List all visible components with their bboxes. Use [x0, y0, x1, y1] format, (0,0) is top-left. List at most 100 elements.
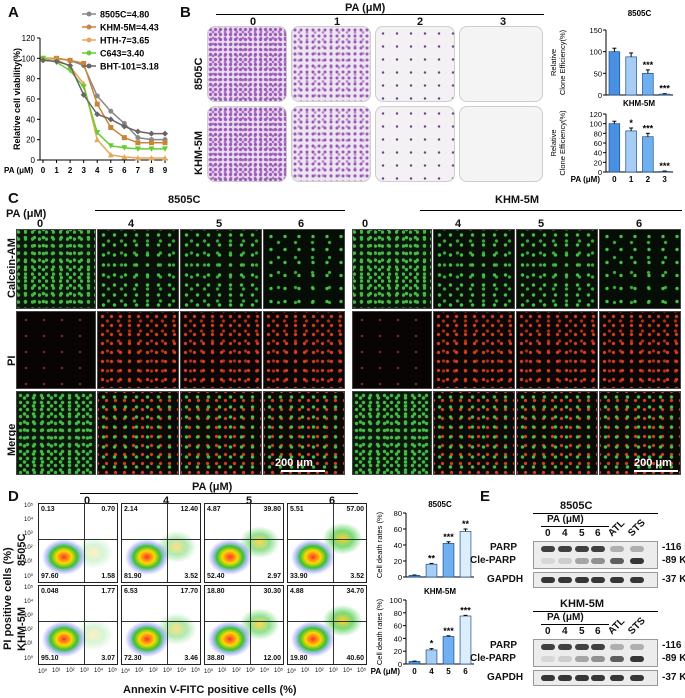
flow-x-tick: 10² — [232, 668, 241, 674]
wb-protein-label: PARP — [490, 640, 518, 651]
wb-band — [630, 644, 644, 650]
quadrant-value: 19.80 — [290, 655, 308, 662]
flow-plot: 4.87 39.80 52.40 2.97 — [204, 503, 284, 583]
flow-x-tick: 10⁵ — [274, 668, 284, 674]
x-tick-label: 2 — [646, 175, 651, 184]
clone-dose-0: 0 — [250, 16, 257, 28]
y-tick-label: 0 — [398, 660, 402, 669]
flow-plot: 0.13 0.70 97.60 1.58 — [38, 503, 118, 583]
clone-row-label-8505c: 8505C — [193, 57, 205, 90]
x-tick-label: 0 — [612, 175, 617, 184]
flow-plot: 6.53 17.70 72.30 3.46 — [121, 585, 201, 665]
y-tick-label: 40 — [394, 541, 402, 550]
y-axis-label: Clone Efficiency(%) — [558, 29, 567, 95]
wb-pa-label: PA (μM) — [547, 612, 584, 623]
data-point — [53, 58, 60, 65]
flow-x-tick: 10⁵ — [357, 668, 367, 674]
wb-band — [575, 558, 589, 564]
bar — [442, 636, 455, 665]
significance-label: ** — [428, 553, 436, 563]
series-line — [42, 57, 165, 150]
y-tick-label: 20 — [594, 158, 602, 167]
gate-line — [167, 504, 169, 582]
gate-line — [167, 586, 169, 664]
significance-label: *** — [659, 84, 670, 94]
wb-band — [610, 558, 624, 564]
clone-dish — [207, 26, 287, 102]
y-tick-label: 60 — [26, 95, 35, 104]
wb-band — [541, 558, 555, 564]
quadrant-value: 4.87 — [207, 506, 221, 513]
y-tick-label: 40 — [594, 149, 602, 158]
quadrant-value: 30.30 — [263, 588, 281, 595]
clone-dish — [291, 26, 371, 102]
data-point — [121, 123, 128, 130]
flow-x-tick: 10³ — [246, 668, 255, 674]
x-axis-label: PA (μM) — [571, 175, 601, 184]
quadrant-value: 6.53 — [124, 588, 138, 595]
y-tick-label: 0 — [398, 573, 402, 582]
quadrant-value: 2.97 — [267, 573, 281, 580]
y-tick-label: 100 — [22, 54, 36, 63]
y-axis-label: Relative — [549, 49, 558, 76]
wb-band — [558, 546, 572, 552]
gate-line — [250, 586, 252, 664]
quadrant-value: 0.70 — [101, 506, 115, 513]
bar — [625, 130, 637, 173]
quadrant-value: 97.60 — [41, 573, 59, 580]
wb-band — [630, 546, 644, 552]
data-point — [40, 57, 46, 64]
wb-lane-label: 6 — [595, 626, 601, 637]
c-dose: 6 — [298, 218, 305, 230]
fluor-image — [433, 391, 515, 475]
gate-line — [39, 539, 117, 541]
clone-dose-1: 1 — [334, 16, 341, 28]
flow-x-tick: 10⁰ — [121, 669, 131, 675]
significance-label: * — [430, 639, 434, 649]
data-point — [108, 124, 114, 130]
flow-y-tick: 10¹ — [24, 641, 33, 647]
wb-band — [575, 675, 589, 681]
significance-label: *** — [460, 605, 471, 615]
clone-dose-2: 2 — [417, 16, 424, 28]
gate-line — [288, 539, 366, 541]
bar — [425, 563, 438, 578]
flow-x-tick: 10⁵ — [108, 668, 118, 674]
legend-label: C643=3.40 — [100, 49, 144, 59]
c-group-khm5m: KHM-5M — [495, 194, 539, 206]
wb-size-label: -89 KD — [662, 555, 685, 566]
quadrant-value: 4.88 — [290, 588, 304, 595]
wb-pa-line — [541, 526, 609, 527]
gate-line — [205, 621, 283, 623]
y-tick-label: 80 — [394, 509, 402, 518]
flow-x-tick: 10⁰ — [287, 669, 297, 675]
x-tick-label: 0 — [41, 166, 46, 175]
fluor-image — [433, 311, 515, 389]
flow-y-tick: 10² — [24, 545, 33, 551]
clone-row-label-khm5m: KHM-5M — [193, 131, 205, 175]
quadrant-value: 33.90 — [290, 573, 308, 580]
legend-label: KHM-5M=4.43 — [100, 23, 159, 33]
fluor-image — [263, 229, 345, 309]
legend-label: HTH-7=3.65 — [100, 36, 149, 46]
wb-protein-label: Cle-PARP — [470, 555, 516, 566]
data-point — [94, 101, 100, 107]
wb-group-line — [533, 611, 658, 612]
x-tick-label: 5 — [109, 166, 114, 175]
flow-y-tick: 10⁴ — [24, 599, 34, 605]
flow-plot: 18.80 30.30 38.80 12.00 — [204, 585, 284, 665]
wb-band — [630, 656, 644, 662]
data-point — [80, 91, 87, 98]
scalebar-label: 200 μm — [275, 457, 313, 469]
flow-x-tick: 10² — [315, 668, 324, 674]
wb-band — [591, 644, 605, 650]
wb-band — [575, 656, 589, 662]
scalebar — [634, 470, 678, 472]
data-point — [107, 143, 114, 149]
flow-y-tick: 10³ — [24, 531, 33, 537]
y-axis-label: Relative — [549, 129, 558, 156]
gate-line — [288, 621, 366, 623]
bar — [408, 661, 421, 665]
